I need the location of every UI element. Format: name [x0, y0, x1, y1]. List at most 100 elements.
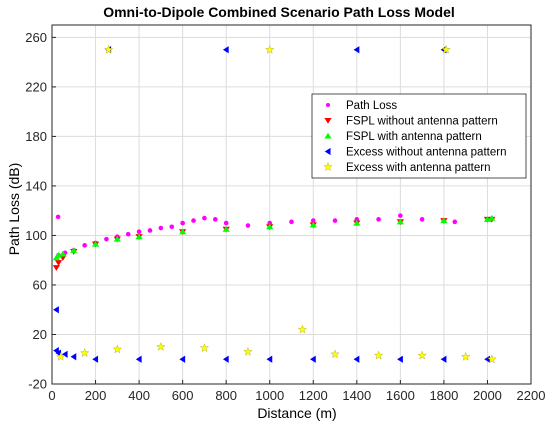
- data-point: [266, 223, 274, 230]
- legend-marker: [324, 132, 332, 139]
- x-tick-label: 1400: [342, 388, 371, 403]
- x-tick-label: 1600: [386, 388, 415, 403]
- data-point: [70, 353, 77, 361]
- data-point: [52, 265, 60, 271]
- data-point: [82, 243, 87, 248]
- data-point: [332, 218, 338, 223]
- x-tick-label: 1000: [255, 388, 284, 403]
- data-point: [376, 217, 381, 222]
- data-point: [191, 218, 196, 223]
- series-excess-with-antenna-pattern: [56, 45, 497, 364]
- legend-item: FSPL without antenna pattern: [324, 116, 498, 128]
- data-point: [169, 224, 175, 230]
- data-point: [54, 260, 63, 266]
- data-point: [243, 347, 253, 356]
- data-point: [487, 354, 497, 364]
- data-point: [212, 217, 218, 222]
- data-point: [222, 355, 229, 363]
- data-marks: [52, 45, 497, 364]
- y-tick-label: 60: [33, 277, 47, 292]
- y-tick-label: 220: [25, 79, 47, 94]
- data-point: [417, 350, 427, 360]
- y-tick-label: -20: [28, 377, 47, 392]
- data-point: [179, 355, 186, 363]
- data-point: [56, 352, 66, 361]
- data-point: [310, 218, 316, 223]
- plot-background: [52, 25, 531, 384]
- data-point: [55, 214, 61, 220]
- data-point: [158, 225, 164, 231]
- data-point: [267, 220, 273, 226]
- data-point: [202, 215, 207, 221]
- data-point: [398, 213, 403, 218]
- data-point: [396, 218, 404, 225]
- data-point: [297, 324, 307, 334]
- legend-marker: [324, 117, 332, 124]
- x-tick-label: 200: [85, 388, 107, 403]
- legend-label: FSPL with antenna pattern: [346, 131, 482, 143]
- data-point: [330, 349, 340, 359]
- x-tick-label: 1200: [299, 388, 328, 403]
- data-point: [222, 46, 229, 54]
- x-axis-label: Distance (m): [257, 405, 336, 421]
- legend-label: FSPL without antenna pattern: [346, 116, 498, 128]
- data-point: [354, 217, 360, 222]
- data-point: [179, 228, 187, 235]
- data-point: [353, 219, 361, 226]
- legend-marker: [323, 162, 333, 171]
- data-point: [353, 355, 360, 363]
- legend-marker: [326, 103, 330, 107]
- x-tick-label: 1800: [429, 388, 458, 403]
- data-point: [70, 247, 78, 253]
- data-point: [135, 355, 142, 363]
- legend-item: Path Loss: [326, 100, 397, 112]
- series-fspl-with-antenna-pattern: [52, 214, 496, 261]
- data-point: [113, 235, 121, 242]
- legend-box: [311, 93, 527, 179]
- data-point: [419, 217, 425, 222]
- data-point: [374, 350, 384, 360]
- data-point: [104, 236, 109, 242]
- data-point: [310, 355, 316, 363]
- data-point: [353, 46, 360, 54]
- tick-labels: 0 200 400 600 800 1000 1200 1400 1600 1800 2000 220…: [25, 30, 545, 403]
- data-point: [80, 348, 90, 357]
- data-point: [53, 306, 59, 314]
- legend: Path Loss FSPL without antenna pattern FSP…: [311, 93, 527, 179]
- x-tick-label: 0: [48, 388, 55, 403]
- x-tick-label: 2000: [473, 388, 502, 403]
- data-point: [112, 344, 122, 354]
- data-point: [104, 45, 114, 54]
- data-point: [92, 355, 99, 363]
- data-point: [452, 219, 458, 225]
- legend-label: Excess with antenna pattern: [346, 162, 490, 174]
- y-tick-label: 100: [25, 228, 47, 243]
- y-axis-label: Path Loss (dB): [6, 163, 22, 256]
- data-point: [59, 250, 67, 257]
- legend-item: Excess with antenna pattern: [323, 162, 490, 174]
- plot-area: [52, 25, 531, 384]
- data-point: [440, 217, 448, 224]
- x-tick-label: 2200: [517, 388, 546, 403]
- data-point: [61, 350, 68, 358]
- data-point: [265, 45, 275, 54]
- data-point: [397, 355, 403, 363]
- legend-label: Excess without antenna pattern: [346, 147, 506, 159]
- data-point: [147, 228, 153, 233]
- x-tick-label: 400: [128, 388, 150, 403]
- data-point: [441, 45, 451, 54]
- x-tick-label: 600: [172, 388, 194, 403]
- chart-title: Omni-to-Dipole Combined Scenario Path Lo…: [103, 4, 455, 20]
- legend-item: FSPL with antenna pattern: [324, 131, 482, 143]
- data-point: [488, 214, 496, 221]
- legend-label: Path Loss: [346, 100, 397, 112]
- data-point: [461, 352, 471, 361]
- y-tick-label: 140: [25, 178, 47, 193]
- data-point: [125, 231, 131, 237]
- axes-box: [51, 24, 532, 385]
- data-point: [245, 223, 251, 228]
- data-point: [309, 221, 317, 228]
- data-point: [199, 343, 209, 352]
